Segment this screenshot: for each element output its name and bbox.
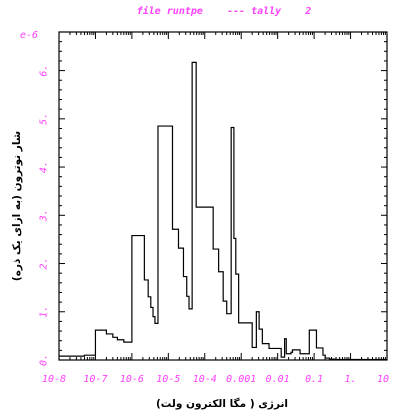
plot-frame xyxy=(58,31,388,361)
x-tick-label: 10-5 xyxy=(156,374,180,385)
x-tick-label: 1. xyxy=(345,374,357,385)
x-tick-label: 10 xyxy=(377,374,389,385)
x-tick-label: 10-7 xyxy=(83,374,107,385)
y-tick-label: 0. xyxy=(39,354,50,366)
chart-title: file runtpe --- tally 2 xyxy=(137,5,312,17)
series-line-tally xyxy=(59,61,387,361)
y-tick-label: 3. xyxy=(39,209,50,222)
y-tick-labels: 0. 1. 2. 3. 4. 5. 6. xyxy=(39,65,50,366)
y-tick-label: 2. xyxy=(39,258,50,270)
x-axis-label: انرژی ( مگا الکترون ولت) xyxy=(156,397,288,410)
x-tick-label: 10-4 xyxy=(193,374,217,385)
x-tick-label: 10-6 xyxy=(120,374,144,385)
x-tick-label: 0.1 xyxy=(305,374,323,385)
y-tick-label: 5. xyxy=(39,113,50,125)
x-tick-labels: 10-8 10-7 10-6 10-5 10-4 0.001 0.01 0.1 1. 10 xyxy=(42,374,389,385)
y-axis-label: شار نوترون (به ازای یک ذره) xyxy=(11,131,23,281)
x-tick-label: 10-8 xyxy=(42,374,66,385)
x-tick-label: 0.001 xyxy=(226,374,256,385)
y-tick-label: 6. xyxy=(39,65,50,77)
axis-ticks xyxy=(58,31,388,361)
y-tick-label: 4. xyxy=(39,161,50,173)
y-multiplier-label: e-6 xyxy=(20,30,38,41)
y-tick-label: 1. xyxy=(39,306,50,318)
x-tick-label: 0.01 xyxy=(266,374,290,385)
